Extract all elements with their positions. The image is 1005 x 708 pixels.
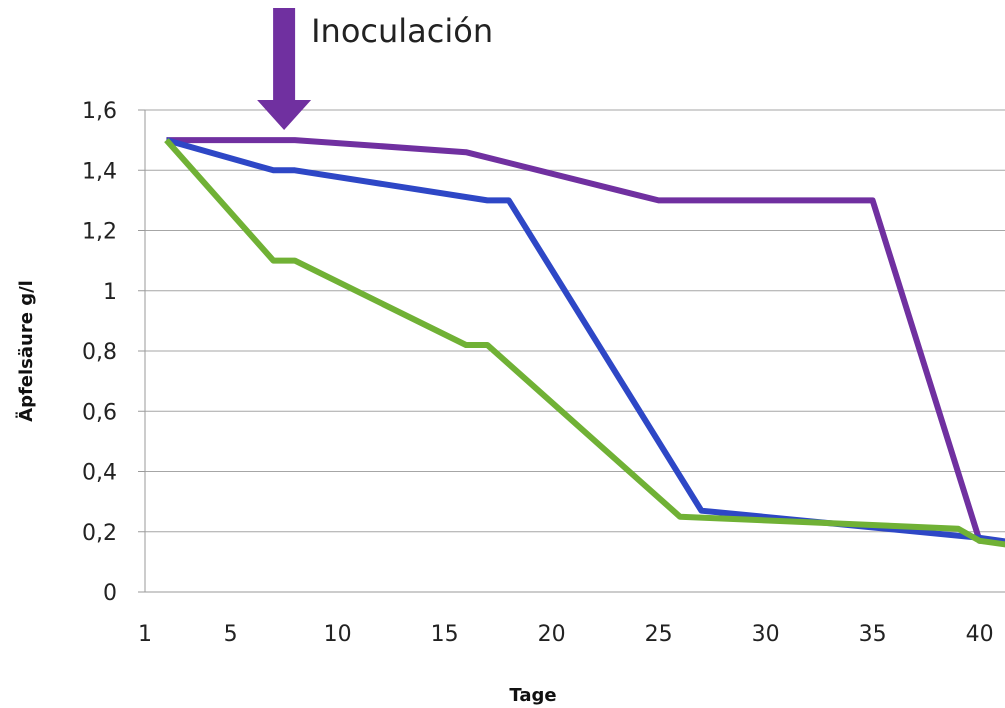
x-tick-labels: 1 5 10 15 20 25 30 35 40 <box>138 622 994 647</box>
y-tick-label: 1,4 <box>82 159 117 184</box>
x-tick-label: 1 <box>138 622 152 647</box>
x-tick-label: 20 <box>538 622 566 647</box>
x-axis-title: Tage <box>509 685 556 706</box>
y-tick-label: 1,6 <box>82 99 117 124</box>
series-line-2 <box>165 137 1005 545</box>
annotation-label: Inoculación <box>311 12 493 50</box>
y-tick-label: 0 <box>103 581 117 606</box>
x-tick-label: 35 <box>859 622 887 647</box>
x-tick-label: 15 <box>431 622 459 647</box>
y-tick-label: 1,2 <box>82 220 117 245</box>
series-line-1 <box>166 137 1005 546</box>
x-tick-label: 5 <box>224 622 238 647</box>
x-tick-label: 40 <box>966 622 994 647</box>
y-tick-label: 1 <box>103 280 117 305</box>
inoculation-annotation: Inoculación <box>257 8 493 130</box>
y-tick-labels: 0 0,2 0,4 0,6 0,8 1 1,2 1,4 1,6 <box>82 99 145 606</box>
x-tick-label: 25 <box>645 622 673 647</box>
y-tick-label: 0,4 <box>82 461 117 486</box>
x-tick-label: 10 <box>324 622 352 647</box>
y-axis-title: Äpfelsäure g/l <box>15 280 37 422</box>
series-lines <box>164 137 1005 548</box>
y-tick-label: 0,6 <box>82 400 117 425</box>
arrow-down-icon <box>257 8 312 130</box>
y-tick-label: 0,8 <box>82 340 117 365</box>
y-tick-label: 0,2 <box>82 521 117 546</box>
series-line-3 <box>164 138 1005 548</box>
x-tick-label: 30 <box>752 622 780 647</box>
